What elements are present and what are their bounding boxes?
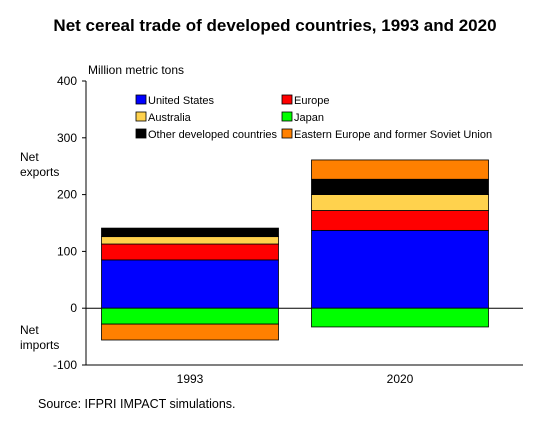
legend-swatch: [281, 128, 293, 139]
bar-segment: [311, 210, 489, 231]
legend-label: Other developed countries: [148, 129, 278, 141]
bar-segment: [101, 243, 279, 261]
y-tick-label: 400: [57, 74, 77, 88]
legend-swatch: [135, 111, 147, 122]
bar-segment: [311, 194, 489, 211]
legend-label: Australia: [148, 112, 192, 124]
bar-segment: [101, 236, 279, 245]
bar-segment: [101, 323, 279, 341]
x-tick-label: 2020: [387, 372, 414, 386]
legend-swatch: [281, 111, 293, 122]
legend-label: Japan: [294, 112, 324, 124]
bar-segment: [101, 307, 279, 325]
source-note: Source: IFPRI IMPACT simulations.: [38, 397, 236, 411]
legend-label: Eastern Europe and former Soviet Union: [294, 129, 492, 141]
legend-swatch: [135, 128, 147, 139]
y-axis-label: Million metric tons: [88, 63, 184, 77]
net-imports-label: Net imports: [20, 323, 60, 352]
y-tick-label: 100: [57, 244, 77, 258]
y-tick-label: -100: [53, 358, 77, 372]
bar-segment: [311, 159, 489, 180]
chart-title: Net cereal trade of developed countries,…: [53, 16, 497, 35]
bar-segment: [101, 259, 279, 309]
legend-swatch: [281, 94, 293, 105]
bar-segment: [311, 229, 489, 309]
bar-segment: [311, 178, 489, 196]
y-tick-label: 0: [70, 301, 77, 315]
y-tick-label: 200: [57, 188, 77, 202]
net-exports-label: Net exports: [20, 150, 60, 179]
y-tick-label: 300: [57, 131, 77, 145]
bar-segment: [101, 227, 279, 238]
legend-label: Europe: [294, 95, 329, 107]
x-tick-label: 1993: [177, 372, 204, 386]
bar-segment: [311, 307, 489, 328]
legend-swatch: [135, 94, 147, 105]
legend-label: United States: [148, 95, 215, 107]
